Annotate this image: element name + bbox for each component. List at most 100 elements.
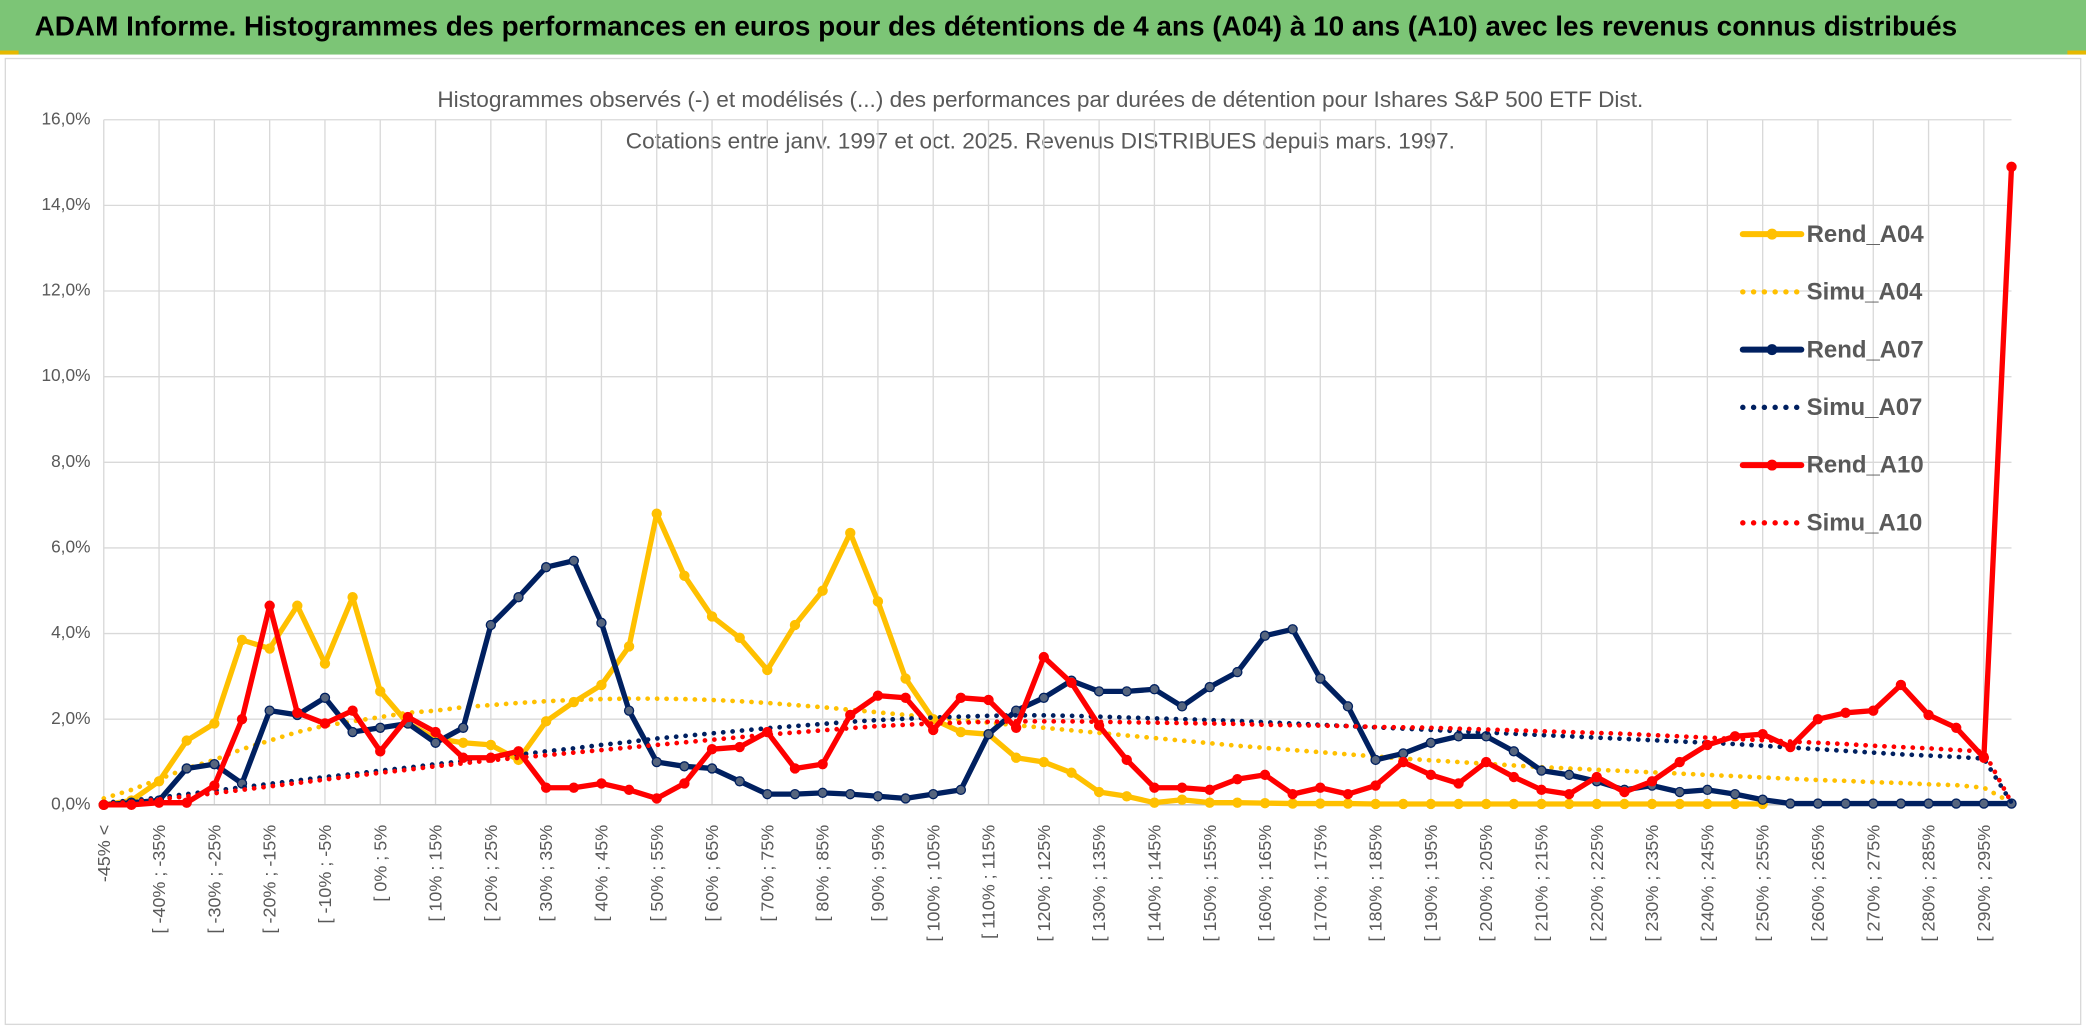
x-tick-label: [ 160% ; 165% bbox=[1255, 825, 1275, 942]
point bbox=[706, 763, 718, 774]
point bbox=[375, 686, 386, 697]
point bbox=[679, 761, 690, 772]
point bbox=[734, 632, 745, 644]
point bbox=[1149, 797, 1160, 808]
point bbox=[1342, 788, 1354, 800]
point bbox=[872, 791, 884, 802]
point bbox=[1674, 786, 1685, 798]
point bbox=[1342, 701, 1354, 712]
point bbox=[1480, 756, 1492, 768]
point bbox=[1508, 798, 1520, 810]
point bbox=[1785, 741, 1796, 753]
point bbox=[1757, 794, 1768, 805]
point bbox=[679, 778, 690, 789]
header-bar bbox=[0, 0, 2086, 55]
point bbox=[458, 722, 469, 733]
x-tick-label: [ 0% ; 5% bbox=[370, 825, 390, 902]
point bbox=[1757, 729, 1768, 740]
point bbox=[845, 788, 856, 800]
point bbox=[458, 737, 469, 748]
point bbox=[1370, 798, 1381, 810]
point bbox=[1066, 767, 1077, 778]
point bbox=[1121, 754, 1132, 766]
point bbox=[706, 611, 718, 622]
point bbox=[955, 692, 967, 703]
point bbox=[900, 673, 911, 684]
point bbox=[1951, 722, 1962, 733]
point bbox=[762, 664, 773, 676]
point bbox=[817, 585, 828, 596]
point bbox=[817, 758, 828, 770]
y-tick-label: 2,0% bbox=[51, 708, 90, 728]
x-tick-label: [ 260% ; 265% bbox=[1808, 825, 1828, 942]
point bbox=[1785, 798, 1796, 809]
point bbox=[458, 752, 469, 763]
x-tick-label: [ 60% ; 65% bbox=[702, 825, 722, 922]
point bbox=[1923, 798, 1934, 809]
point bbox=[596, 679, 607, 691]
point bbox=[375, 746, 386, 757]
chart-subtitle: Cotations entre janv. 1997 et oct. 2025.… bbox=[626, 128, 1455, 153]
point bbox=[1259, 797, 1271, 809]
x-tick-label: [ 50% ; 55% bbox=[647, 825, 667, 922]
point bbox=[1010, 722, 1022, 733]
legend-label: Simu_A10 bbox=[1807, 509, 1923, 536]
point bbox=[872, 596, 884, 607]
point bbox=[1453, 798, 1464, 810]
point bbox=[1812, 714, 1824, 725]
y-tick-label: 14,0% bbox=[41, 194, 90, 214]
x-tick-label: [ 170% ; 175% bbox=[1310, 825, 1330, 942]
point bbox=[1951, 798, 1962, 809]
point bbox=[1010, 752, 1022, 763]
point bbox=[540, 562, 552, 573]
point bbox=[1066, 677, 1077, 689]
plot bbox=[98, 161, 2017, 811]
point bbox=[402, 711, 414, 723]
point bbox=[900, 793, 911, 804]
legend-label: Rend_A10 bbox=[1807, 452, 1924, 479]
point bbox=[734, 741, 745, 753]
point bbox=[651, 508, 662, 519]
point bbox=[319, 692, 331, 703]
point bbox=[1398, 798, 1409, 810]
x-tick-label: [ 140% ; 145% bbox=[1144, 825, 1164, 942]
legend: Rend_A04 Simu_A04 Rend_A07 Simu_A07 Rend_A10… bbox=[1739, 221, 1924, 536]
chart-frame bbox=[4, 57, 2082, 1026]
point bbox=[789, 763, 801, 774]
point bbox=[209, 780, 220, 791]
point bbox=[1287, 624, 1298, 635]
point bbox=[1702, 739, 1713, 751]
point bbox=[1121, 686, 1132, 697]
legend-marker bbox=[1766, 459, 1778, 471]
point bbox=[209, 718, 220, 729]
point bbox=[1204, 681, 1215, 693]
point bbox=[1840, 707, 1851, 718]
corner-mark bbox=[2067, 50, 2086, 55]
point bbox=[789, 619, 801, 631]
point bbox=[706, 743, 718, 755]
x-tick-label: [ 200% ; 205% bbox=[1476, 825, 1496, 942]
point bbox=[1895, 679, 1907, 691]
point bbox=[845, 709, 856, 721]
header-title: ADAM Informe. Histogrammes des performan… bbox=[35, 10, 1958, 41]
x-tick-label: [ 30% ; 35% bbox=[536, 825, 556, 922]
model-line bbox=[101, 719, 2014, 807]
x-tick-label: [ 290% ; 295% bbox=[1974, 825, 1994, 942]
point bbox=[1342, 798, 1354, 809]
point bbox=[568, 555, 579, 566]
point bbox=[181, 763, 192, 774]
point bbox=[651, 793, 662, 804]
point bbox=[1176, 782, 1188, 793]
point bbox=[651, 756, 662, 768]
point bbox=[568, 782, 579, 793]
x-tick-label: [ -40% ; -35% bbox=[149, 825, 169, 934]
point bbox=[1232, 666, 1243, 678]
point bbox=[264, 600, 275, 611]
legend-label: Simu_A07 bbox=[1807, 394, 1923, 421]
point bbox=[485, 619, 497, 631]
point bbox=[1232, 797, 1243, 808]
x-tick-label: [ 130% ; 135% bbox=[1089, 825, 1109, 942]
